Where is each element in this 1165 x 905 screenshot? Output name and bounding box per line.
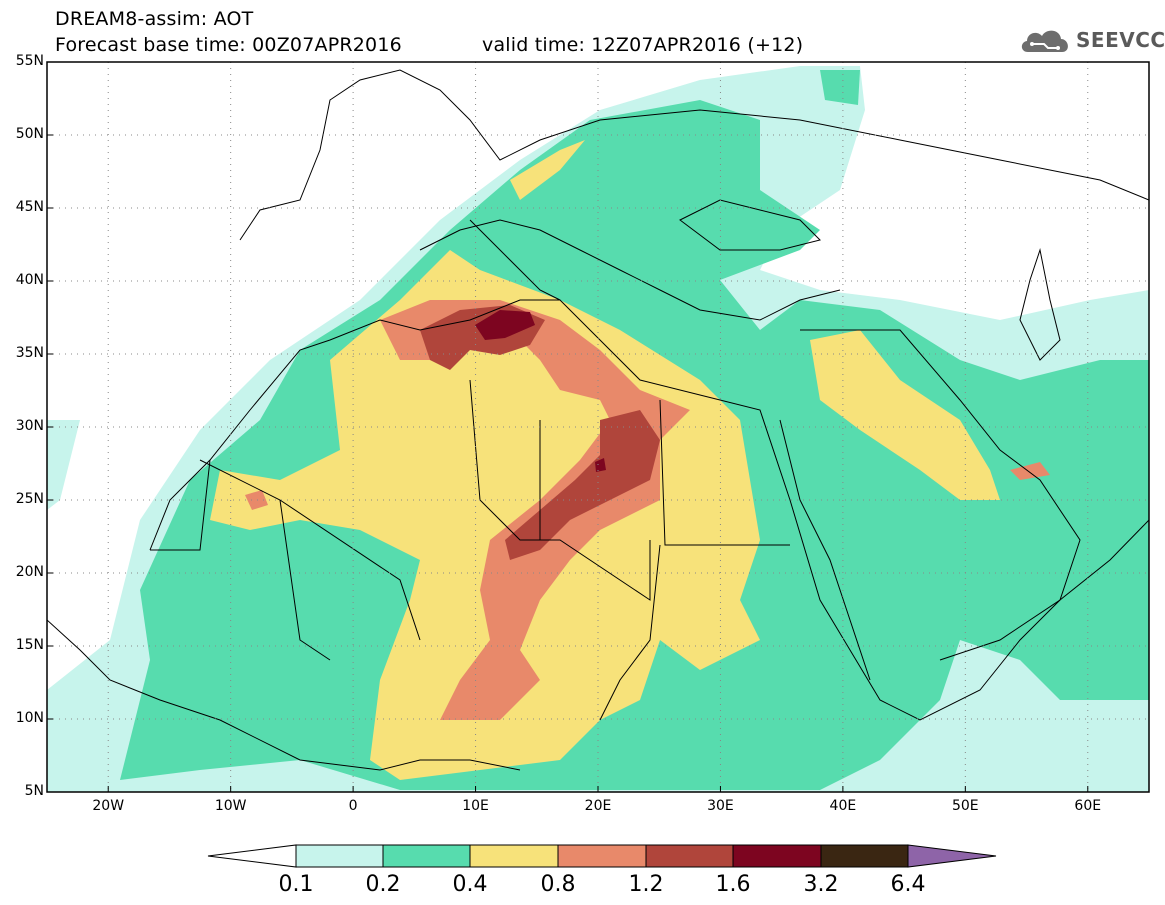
colorbar-swatch-0.4 (469, 844, 559, 868)
lat-label: 25N (15, 491, 44, 507)
aot-level-0.1-b (47, 420, 80, 510)
lon-label: 60E (1074, 798, 1102, 814)
logo-text: SEEVCCC (1076, 28, 1165, 52)
border-mali (279, 499, 331, 661)
lon-label: 0 (348, 798, 358, 814)
aot-level-0.4-c (510, 140, 585, 200)
border-sudan (599, 544, 661, 721)
aot-level-0.2-b (820, 70, 860, 105)
coastlines (47, 69, 1149, 771)
colorbar (207, 844, 997, 868)
lat-label: 15N (15, 637, 44, 653)
lat-label: 20N (15, 564, 44, 580)
lon-label: 40E (829, 798, 857, 814)
lat-label: 10N (15, 710, 44, 726)
aot-level-1.6 (475, 310, 535, 340)
coastline-mediterranean-north (419, 219, 841, 321)
lat-label: 40N (15, 272, 44, 288)
colorbar-label: 0.1 (278, 872, 314, 897)
lat-label: 35N (15, 345, 44, 361)
lon-label: 20E (584, 798, 612, 814)
coastline-africa-west (149, 299, 1149, 721)
colorbar-high-arrow (907, 844, 997, 868)
colorbar-label: 0.8 (540, 872, 576, 897)
lat-label: 50N (15, 126, 44, 142)
valid-time: valid time: 12Z07APR2016 (+12) (482, 34, 804, 56)
colorbar-swatch-1.6 (732, 844, 822, 868)
aot-level-1.2-b (505, 410, 660, 560)
colorbar-swatch-3.2 (820, 844, 909, 868)
axis-ticks (47, 61, 1089, 793)
lat-label: 55N (15, 53, 44, 69)
colorbar-label: 6.4 (890, 872, 926, 897)
coastline-europe (239, 69, 1149, 241)
forecast-base-time: Forecast base time: 00Z07APR2016 (55, 34, 402, 56)
map-title: DREAM8-assim: AOT (55, 8, 254, 30)
aot-level-0.8-b (1010, 462, 1050, 480)
seevccc-logo: SEEVCCC (1018, 24, 1165, 56)
coastline-red-sea (779, 419, 871, 681)
coastline-black-sea (679, 199, 821, 251)
colorbar-swatch-0.1 (295, 844, 384, 868)
cloud-icon (1021, 30, 1068, 52)
aot-level-1.6-b (595, 458, 606, 472)
border-sahara-1 (199, 459, 421, 641)
lon-label: 10E (462, 798, 489, 814)
lon-label: 50E (951, 798, 979, 814)
coastline-gulf-guinea (47, 619, 521, 771)
lat-label: 45N (15, 199, 44, 215)
coastline-italy (469, 219, 561, 301)
lat-label: 30N (15, 418, 44, 434)
coastline-caspian (1019, 248, 1061, 361)
colorbar-label: 0.4 (452, 872, 488, 897)
lon-label: 20W (92, 798, 125, 814)
aot-level-0.8 (380, 300, 690, 720)
lat-label: 5N (24, 783, 44, 799)
border-egypt (659, 399, 790, 546)
colorbar-label: 0.2 (365, 872, 401, 897)
colorbar-label: 1.6 (715, 872, 751, 897)
colorbar-label: 1.2 (628, 872, 664, 897)
colorbar-swatch-0.8 (557, 844, 647, 868)
colorbar-low-arrow (207, 844, 297, 868)
colorbar-swatch-0.2 (382, 844, 471, 868)
coastline-arabia (800, 329, 1081, 661)
lon-label: 30E (707, 798, 734, 814)
gridlines (47, 62, 1149, 792)
colorbar-swatch-1.2 (645, 844, 734, 868)
aot-level-0.8-c (245, 490, 268, 510)
aot-level-0.4-b (810, 330, 1000, 500)
colorbar-label: 3.2 (803, 872, 839, 897)
border-west (150, 459, 211, 551)
lon-label: 10W (214, 798, 247, 814)
